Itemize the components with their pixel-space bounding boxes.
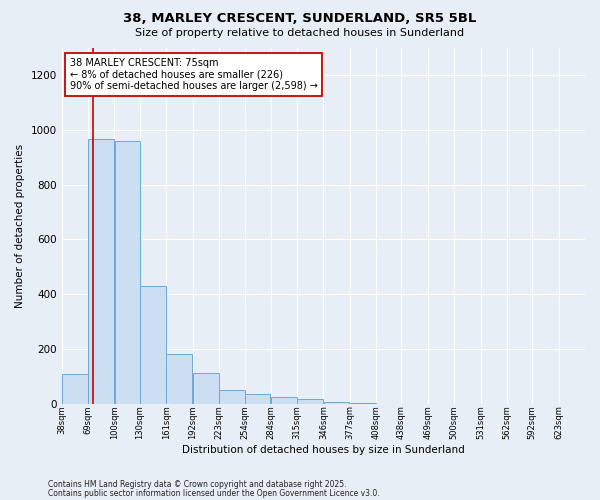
Y-axis label: Number of detached properties: Number of detached properties — [15, 144, 25, 308]
Bar — [323, 402, 349, 404]
Bar — [140, 286, 166, 404]
Text: Size of property relative to detached houses in Sunderland: Size of property relative to detached ho… — [136, 28, 464, 38]
Bar — [271, 397, 297, 404]
Bar — [115, 141, 140, 404]
Text: Contains public sector information licensed under the Open Government Licence v3: Contains public sector information licen… — [48, 488, 380, 498]
Text: 38 MARLEY CRESCENT: 75sqm
← 8% of detached houses are smaller (226)
90% of semi-: 38 MARLEY CRESCENT: 75sqm ← 8% of detach… — [70, 58, 317, 92]
Text: Contains HM Land Registry data © Crown copyright and database right 2025.: Contains HM Land Registry data © Crown c… — [48, 480, 347, 489]
Bar — [166, 354, 192, 404]
Text: 38, MARLEY CRESCENT, SUNDERLAND, SR5 5BL: 38, MARLEY CRESCENT, SUNDERLAND, SR5 5BL — [124, 12, 476, 26]
Bar — [62, 374, 88, 404]
X-axis label: Distribution of detached houses by size in Sunderland: Distribution of detached houses by size … — [182, 445, 465, 455]
Bar — [193, 372, 218, 404]
Bar — [297, 399, 323, 404]
Bar — [219, 390, 245, 404]
Bar — [88, 140, 114, 404]
Bar — [245, 394, 271, 404]
Bar — [350, 403, 376, 404]
